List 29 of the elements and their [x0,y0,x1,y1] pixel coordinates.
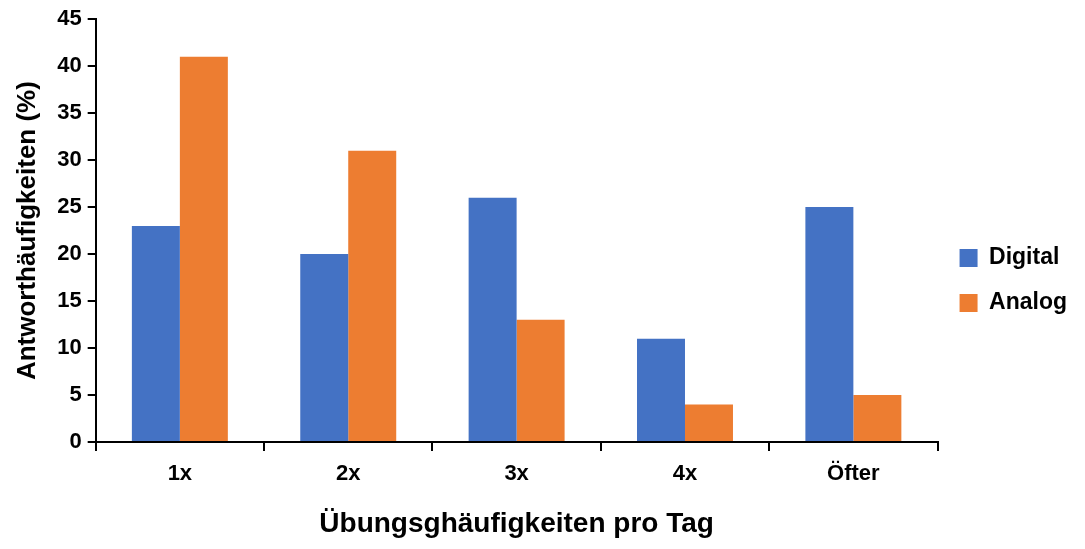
y-tick-label: 30 [57,146,82,172]
legend-label: Digital [989,243,1060,270]
bar [468,197,517,441]
bar [684,404,733,441]
x-tick-label: 2x [336,460,362,486]
y-tick-label: 45 [57,5,82,31]
y-tick-label: 20 [57,240,82,266]
bar [516,319,565,441]
x-tick-label: 3x [504,460,530,486]
bar [300,254,349,441]
x-tick-label: 1x [167,460,193,486]
legend-label: Analog [989,288,1068,315]
x-axis-title: Übungsghäufigkeiten pro Tag [319,506,714,538]
bar [805,207,854,441]
x-tick-label: Öfter [827,460,881,486]
y-tick-label: 0 [69,428,82,454]
y-tick-label: 15 [57,287,82,313]
bar [131,225,180,441]
bar [637,338,685,441]
x-tick-label: 4x [672,460,698,486]
bar [179,56,228,441]
bar [853,395,902,441]
y-tick-label: 5 [69,381,82,407]
y-tick-label: 40 [57,52,82,78]
y-tick-label: 25 [57,193,82,219]
y-tick-label: 10 [57,334,82,360]
y-axis-title: Antworthäufigkeiten (%) [10,81,41,381]
y-tick-label: 35 [57,99,82,125]
bar [348,150,397,441]
